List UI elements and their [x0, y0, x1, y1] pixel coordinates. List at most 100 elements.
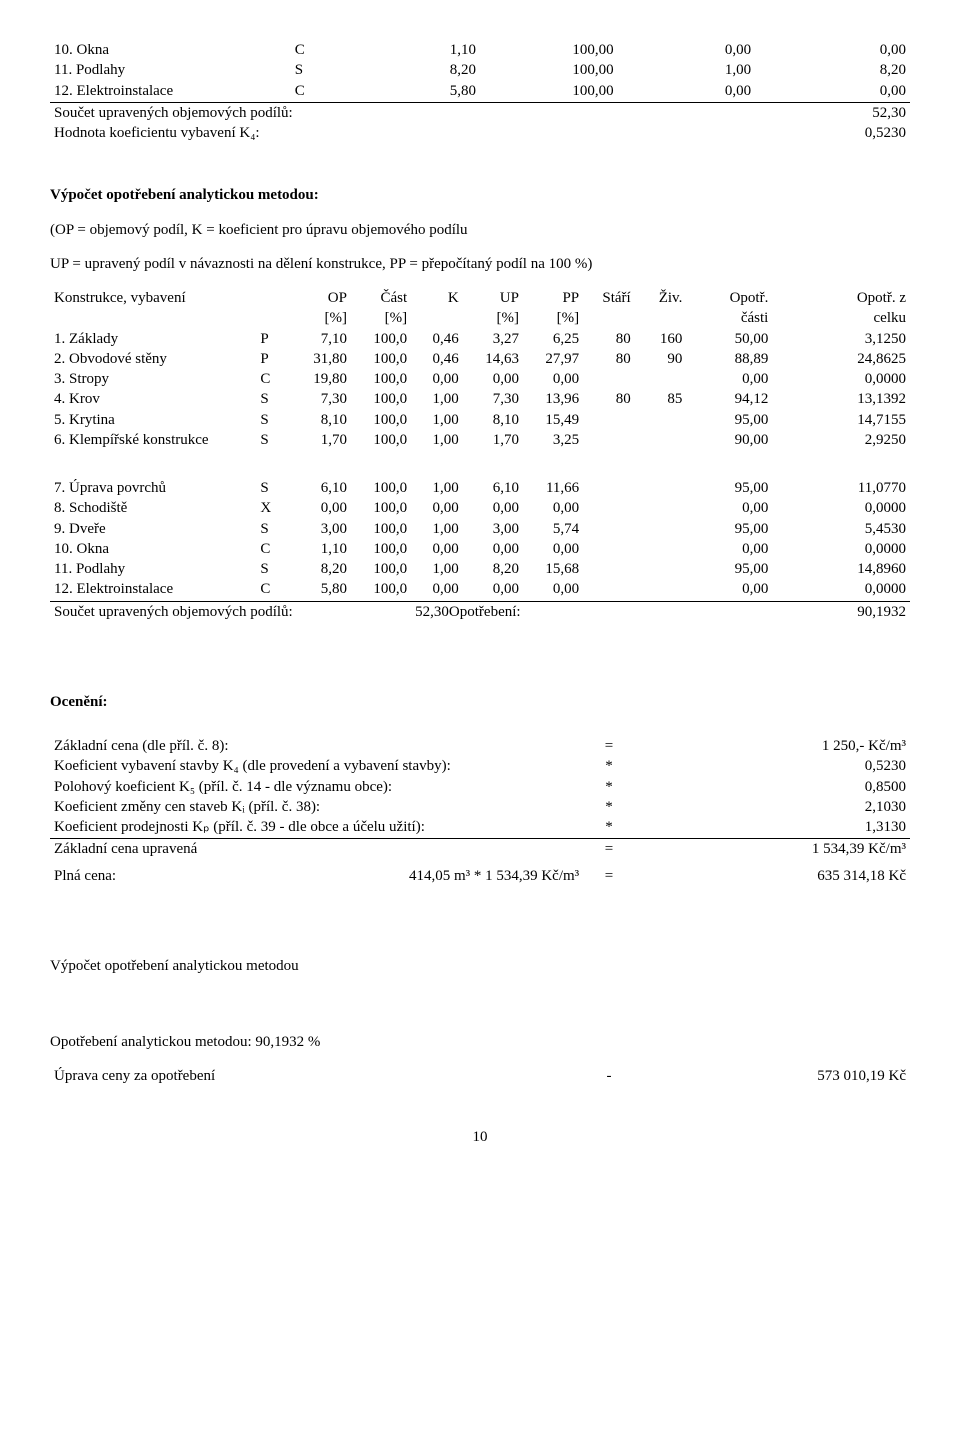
main-sum-mid: 52,30: [415, 604, 449, 620]
main-row-e: 5,74: [523, 519, 583, 539]
main-row-h: 94,12: [686, 389, 772, 409]
top-row-a: 8,20: [342, 60, 480, 80]
main-row-c: 1,00: [411, 478, 463, 498]
main-row-f: [583, 579, 635, 599]
main-row-code: C: [256, 369, 290, 389]
main-row-i: 11,0770: [772, 478, 910, 498]
top-row-code: C: [291, 40, 343, 60]
main-head1-cell: Opotř.: [686, 288, 772, 308]
main-row-h: 88,89: [686, 349, 772, 369]
main-row-h: 0,00: [686, 539, 772, 559]
top-row-b: 100,00: [480, 60, 618, 80]
main-row-a: 7,30: [291, 389, 351, 409]
main-row-label: 7. Úprava povrchů: [50, 478, 256, 498]
main-row-g: [635, 559, 687, 579]
main-row-e: 0,00: [523, 539, 583, 559]
top-coef-label: Hodnota koeficientu vybavení K₄:: [50, 123, 618, 143]
top-row-label: 11. Podlahy: [50, 60, 291, 80]
main-row-d: 0,00: [463, 539, 523, 559]
zcu-val: 1 534,39 Kč/m³: [635, 839, 910, 860]
main-row-d: 14,63: [463, 349, 523, 369]
main-row-g: 160: [635, 329, 687, 349]
ocen-row-val: 0,5230: [635, 756, 910, 776]
main-row-d: 3,27: [463, 329, 523, 349]
main-row-f: [583, 539, 635, 559]
top-row-c: 0,00: [618, 40, 756, 60]
main-row-label: 11. Podlahy: [50, 559, 256, 579]
main-row-d: 3,00: [463, 519, 523, 539]
main-row-f: 80: [583, 349, 635, 369]
plna-label: Plná cena:: [50, 866, 205, 886]
main-row-i: 0,0000: [772, 498, 910, 518]
main-row-d: 1,70: [463, 430, 523, 450]
main-row-g: [635, 430, 687, 450]
main-row-e: 0,00: [523, 369, 583, 389]
main-row-a: 3,00: [291, 519, 351, 539]
main-row-i: 13,1392: [772, 389, 910, 409]
main-row-c: 1,00: [411, 430, 463, 450]
main-row-i: 0,0000: [772, 539, 910, 559]
main-row-label: 8. Schodiště: [50, 498, 256, 518]
top-row-a: 5,80: [342, 81, 480, 101]
zcu-op: =: [583, 839, 635, 860]
top-row-c: 0,00: [618, 81, 756, 101]
main-row-f: [583, 369, 635, 389]
main-row-d: 8,20: [463, 559, 523, 579]
main-row-a: 8,10: [291, 410, 351, 430]
top-row-code: C: [291, 81, 343, 101]
main-head2-cell: [%]: [463, 308, 523, 328]
main-row-f: [583, 430, 635, 450]
plna-table: Plná cena: 414,05 m³ * 1 534,39 Kč/m³ = …: [50, 866, 910, 886]
main-row-code: C: [256, 539, 290, 559]
main-head1-cell: Stáří: [583, 288, 635, 308]
main-row-g: [635, 478, 687, 498]
ocen-row-label: Koeficient vybavení stavby K₄ (dle prove…: [50, 756, 583, 776]
main-row-g: 85: [635, 389, 687, 409]
main-row-b: 100,0: [351, 430, 411, 450]
main-row-f: [583, 559, 635, 579]
zcu-label: Základní cena upravená: [50, 839, 583, 860]
main-row-e: 15,49: [523, 410, 583, 430]
main-row-c: 0,00: [411, 498, 463, 518]
main-sum-label: Součet upravených objemových podílů:: [50, 601, 411, 622]
main-row-code: S: [256, 430, 290, 450]
main-row-label: 2. Obvodové stěny: [50, 349, 256, 369]
main-row-e: 3,25: [523, 430, 583, 450]
main-row-label: 3. Stropy: [50, 369, 256, 389]
bottom-line2-label: Úprava ceny za opotřebení: [50, 1066, 583, 1086]
main-row-i: 5,4530: [772, 519, 910, 539]
main-head2-cell: [635, 308, 687, 328]
main-head1-cell: Část: [351, 288, 411, 308]
main-row-e: 0,00: [523, 498, 583, 518]
top-row-d: 8,20: [755, 60, 910, 80]
main-row-b: 100,0: [351, 329, 411, 349]
main-row-c: 0,46: [411, 329, 463, 349]
main-row-code: S: [256, 389, 290, 409]
main-row-code: P: [256, 349, 290, 369]
op-note: (OP = objemový podíl, K = koeficient pro…: [50, 220, 910, 240]
main-row-h: 95,00: [686, 519, 772, 539]
main-row-e: 0,00: [523, 579, 583, 599]
ocen-row-op: *: [583, 756, 635, 776]
main-row-code: S: [256, 478, 290, 498]
main-row-label: 5. Krytina: [50, 410, 256, 430]
main-row-g: 90: [635, 349, 687, 369]
ocen-row-val: 0,8500: [635, 777, 910, 797]
main-row-h: 95,00: [686, 478, 772, 498]
main-row-f: [583, 478, 635, 498]
main-head1-cell: [256, 288, 290, 308]
main-head1-cell: UP: [463, 288, 523, 308]
main-head1-cell: PP: [523, 288, 583, 308]
main-head2-cell: [%]: [523, 308, 583, 328]
main-head2-cell: části: [686, 308, 772, 328]
main-head2-cell: [256, 308, 290, 328]
top-row-label: 10. Okna: [50, 40, 291, 60]
main-row-label: 6. Klempířské konstrukce: [50, 430, 256, 450]
main-row-c: 1,00: [411, 389, 463, 409]
main-row-d: 0,00: [463, 579, 523, 599]
main-row-h: 0,00: [686, 579, 772, 599]
main-row-code: C: [256, 579, 290, 599]
up-note: UP = upravený podíl v návaznosti na děle…: [50, 254, 910, 274]
main-row-b: 100,0: [351, 498, 411, 518]
main-row-code: S: [256, 410, 290, 430]
